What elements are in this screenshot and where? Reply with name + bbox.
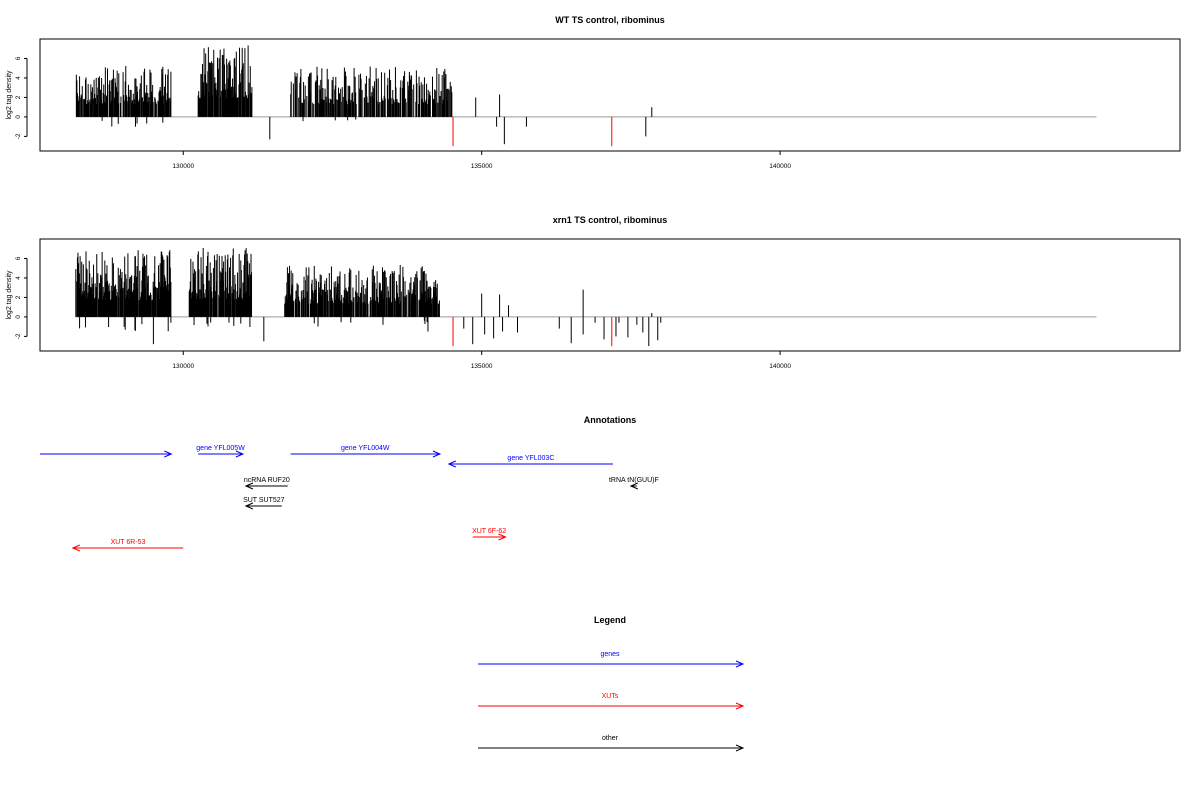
arrow-head bbox=[71, 544, 81, 552]
y-tick-label: 6 bbox=[15, 256, 22, 260]
annotation-items: gene YFL005W gene YFL004W gene YFL003C ncRN… bbox=[40, 445, 659, 552]
y-tick-label: 2 bbox=[15, 295, 22, 299]
wt-x-axis: 130000 135000 140000 bbox=[172, 151, 791, 170]
x-tick-label: 135000 bbox=[471, 163, 493, 170]
wt-bars bbox=[75, 45, 653, 147]
annotation-label: XUT 6F-62 bbox=[472, 528, 506, 535]
x-tick-label: 130000 bbox=[172, 363, 194, 370]
legend-entry: other bbox=[478, 735, 745, 752]
annotation-label: tRNA tN(GUU)F bbox=[609, 477, 659, 484]
xrn1-y-axis-label: log2 tag density bbox=[6, 270, 13, 320]
legend-label: genes bbox=[600, 651, 620, 658]
xrn1-plot-frame bbox=[39, 238, 1181, 352]
annotation-feature: ncRNA RUF20 bbox=[244, 477, 290, 490]
annotation-label: ncRNA RUF20 bbox=[244, 477, 290, 484]
xrn1-panel: xrn1 TS control, ribominus -2 0 2 4 6 130000… bbox=[6, 215, 1181, 370]
xrn1-panel-title: xrn1 TS control, ribominus bbox=[553, 215, 668, 225]
legend-entry: XUTs bbox=[478, 693, 745, 710]
legend-label: XUTs bbox=[602, 693, 619, 700]
wt-plot-frame bbox=[39, 38, 1181, 152]
annotation-label: gene YFL003C bbox=[507, 455, 554, 462]
annotation-feature: XUT 6R-53 bbox=[71, 539, 184, 552]
y-tick-label: -2 bbox=[15, 133, 22, 139]
annotation-label: SUT SUT527 bbox=[243, 497, 285, 504]
arrow-head bbox=[244, 502, 254, 510]
y-tick-label: 0 bbox=[15, 315, 22, 319]
legend-items: genes XUTs other bbox=[478, 651, 745, 752]
legend-title: Legend bbox=[594, 615, 626, 625]
annotation-feature: tRNA tN(GUU)F bbox=[609, 477, 659, 490]
annotation-feature: gene YFL004W bbox=[290, 445, 442, 458]
arrow-head bbox=[735, 744, 745, 752]
y-tick-label: 2 bbox=[15, 95, 22, 99]
annotation-feature bbox=[40, 450, 173, 458]
x-tick-label: 140000 bbox=[769, 163, 791, 170]
arrow-head bbox=[432, 450, 442, 458]
annotations-track: Annotations gene YFL005W gene YFL004Wgene… bbox=[40, 415, 659, 552]
arrow-head bbox=[735, 660, 745, 668]
annotation-feature: gene YFL005W bbox=[196, 445, 245, 458]
annotations-title: Annotations bbox=[584, 415, 637, 425]
arrow-head bbox=[498, 533, 507, 541]
arrow-head bbox=[244, 482, 254, 490]
legend: Legend genes XUTs other bbox=[478, 615, 745, 752]
xrn1-x-axis: 130000 135000 140000 bbox=[172, 351, 791, 370]
annotation-feature: gene YFL003C bbox=[447, 455, 613, 468]
x-tick-label: 130000 bbox=[172, 163, 194, 170]
annotation-label: XUT 6R-53 bbox=[111, 539, 146, 546]
arrow-head bbox=[735, 702, 745, 710]
arrow-head bbox=[629, 482, 639, 490]
annotation-label: gene YFL004W bbox=[341, 445, 390, 452]
x-tick-label: 140000 bbox=[769, 363, 791, 370]
y-tick-label: -2 bbox=[15, 333, 22, 339]
arrow-head bbox=[235, 450, 245, 458]
arrow-head bbox=[164, 450, 173, 458]
annotation-feature: SUT SUT527 bbox=[243, 497, 285, 510]
y-tick-label: 0 bbox=[15, 115, 22, 119]
wt-panel-title: WT TS control, ribominus bbox=[555, 15, 665, 25]
y-tick-label: 4 bbox=[15, 276, 22, 280]
annotation-label: gene YFL005W bbox=[196, 445, 245, 452]
wt-y-axis: -2 0 2 4 6 bbox=[15, 56, 28, 139]
arrow-head bbox=[447, 460, 457, 468]
legend-label: other bbox=[602, 735, 619, 742]
y-tick-label: 4 bbox=[15, 76, 22, 80]
annotation-feature: XUT 6F-62 bbox=[472, 528, 507, 541]
y-tick-label: 6 bbox=[15, 56, 22, 60]
legend-entry: genes bbox=[478, 651, 745, 668]
x-tick-label: 135000 bbox=[471, 363, 493, 370]
xrn1-bars bbox=[75, 247, 662, 347]
xrn1-y-axis: -2 0 2 4 6 bbox=[15, 256, 28, 339]
wt-y-axis-label: log2 tag density bbox=[6, 70, 13, 120]
